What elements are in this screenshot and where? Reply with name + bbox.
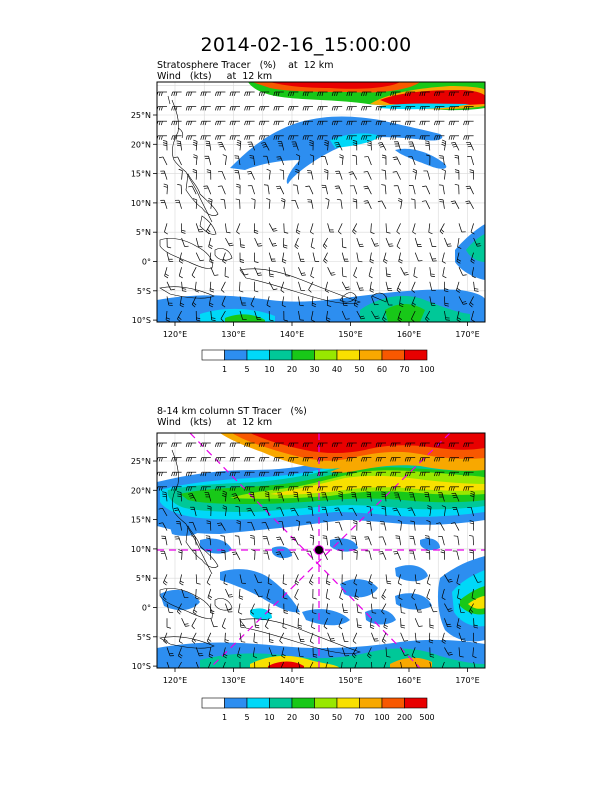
colorbar-swatch xyxy=(269,697,293,709)
lon-tick-label: 160°E xyxy=(397,676,421,685)
colorbar-label: 100 xyxy=(374,713,389,722)
lon-tick-label: 160°E xyxy=(397,330,421,339)
colorbar-label: 5 xyxy=(244,365,249,374)
colorbar-label: 500 xyxy=(419,713,434,722)
colorbar-swatch xyxy=(201,697,225,709)
colorbar-swatch xyxy=(291,697,315,709)
colorbar-swatch xyxy=(381,349,405,361)
colorbar-label: 70 xyxy=(354,713,364,722)
colorbar-swatch xyxy=(336,697,360,709)
lat-tick-label: 10°S xyxy=(132,662,151,671)
lon-tick-label: 140°E xyxy=(280,676,304,685)
lat-tick-label: 25°N xyxy=(131,111,151,120)
panel2-title-wind: Wind (kts) at 12 km xyxy=(157,417,273,428)
lat-tick-label: 0° xyxy=(142,258,151,267)
colorbar-swatch xyxy=(404,697,428,709)
colorbar-label: 1 xyxy=(222,365,227,374)
panel1-frame xyxy=(156,81,486,323)
lon-tick-label: 120°E xyxy=(163,676,187,685)
colorbar-label: 30 xyxy=(309,365,319,374)
colorbar-swatch xyxy=(224,697,248,709)
lat-tick-label: 0° xyxy=(142,604,151,613)
colorbar-swatch xyxy=(359,349,383,361)
colorbar-swatch xyxy=(381,697,405,709)
colorbar-label: 50 xyxy=(354,365,364,374)
panel2-map: 120°E 130°E 140°E 150°E 160°E 170°E 25°N 20°N 15… xyxy=(131,432,486,685)
colorbar-label: 5 xyxy=(244,713,249,722)
panel1-coastlines xyxy=(159,95,387,304)
lon-tick-label: 150°E xyxy=(338,676,362,685)
lon-tick-label: 120°E xyxy=(163,330,187,339)
panel1-gridlines xyxy=(157,82,485,322)
lat-tick-label: 15°N xyxy=(131,170,151,179)
colorbar-label: 20 xyxy=(287,365,297,374)
lat-tick-label: 15°N xyxy=(131,516,151,525)
colorbar-label: 10 xyxy=(264,713,274,722)
colorbar-label: 30 xyxy=(309,713,319,722)
lat-tick-label: 10°N xyxy=(131,545,151,554)
lat-tick-label: 5°N xyxy=(136,228,151,237)
lon-tick-label: 150°E xyxy=(338,330,362,339)
panel1-axes: 120°E 130°E 140°E 150°E 160°E 170°E 25°N 20°N 15… xyxy=(131,111,480,339)
colorbar-label: 100 xyxy=(419,365,434,374)
panel2-frame xyxy=(156,432,486,669)
colorbar-label: 50 xyxy=(332,713,342,722)
lat-tick-label: 5°N xyxy=(136,574,151,583)
colorbar-swatch xyxy=(246,349,270,361)
lon-tick-label: 130°E xyxy=(221,330,245,339)
panel2-colorbar: 1 5 10 20 30 50 70 100 200 500 xyxy=(201,697,435,722)
colorbar-swatch xyxy=(269,349,293,361)
colorbar-label: 60 xyxy=(377,365,387,374)
colorbar-swatch xyxy=(201,349,225,361)
panel2-tracer-fill xyxy=(157,433,485,668)
colorbar-swatch xyxy=(359,697,383,709)
lon-tick-label: 170°E xyxy=(455,330,479,339)
panel1-colorbar: 1 5 10 20 30 40 50 60 70 100 xyxy=(201,349,435,374)
lat-tick-label: 20°N xyxy=(131,140,151,149)
panel1-map: 120°E 130°E 140°E 150°E 160°E 170°E 25°N 20°N 15… xyxy=(131,81,486,339)
panel2-center-marker xyxy=(314,545,324,555)
panel2-wind-barbs xyxy=(157,442,482,668)
colorbar-swatch xyxy=(404,349,428,361)
lat-tick-label: 10°S xyxy=(132,316,151,325)
colorbar-swatch xyxy=(224,349,248,361)
lat-tick-label: 25°N xyxy=(131,457,151,466)
lon-tick-label: 170°E xyxy=(455,676,479,685)
colorbar-label: 1 xyxy=(222,713,227,722)
page-title: 2014-02-16_15:00:00 xyxy=(200,34,412,56)
panel2-axes: 120°E 130°E 140°E 150°E 160°E 170°E 25°N 20°N 15… xyxy=(131,457,480,685)
panel1-title-tracer: Stratosphere Tracer (%) at 12 km xyxy=(157,60,334,71)
colorbar-label: 200 xyxy=(397,713,412,722)
colorbar-swatch xyxy=(336,349,360,361)
panel1-title-wind: Wind (kts) at 12 km xyxy=(157,71,273,82)
lat-tick-label: 5°S xyxy=(137,287,151,296)
lat-tick-label: 5°S xyxy=(137,633,151,642)
panel2-coastlines xyxy=(159,449,361,654)
colorbar-swatch xyxy=(246,697,270,709)
colorbar-swatch xyxy=(314,349,338,361)
panel1-wind-barbs xyxy=(157,91,482,322)
colorbar-label: 20 xyxy=(287,713,297,722)
colorbar-swatch xyxy=(291,349,315,361)
panel2-title-tracer: 8-14 km column ST Tracer (%) xyxy=(157,406,307,417)
colorbar-label: 70 xyxy=(399,365,409,374)
colorbar-label: 40 xyxy=(332,365,342,374)
lat-tick-label: 10°N xyxy=(131,199,151,208)
lon-tick-label: 140°E xyxy=(280,330,304,339)
lon-tick-label: 130°E xyxy=(221,676,245,685)
colorbar-label: 10 xyxy=(264,365,274,374)
colorbar-swatch xyxy=(314,697,338,709)
lat-tick-label: 20°N xyxy=(131,486,151,495)
